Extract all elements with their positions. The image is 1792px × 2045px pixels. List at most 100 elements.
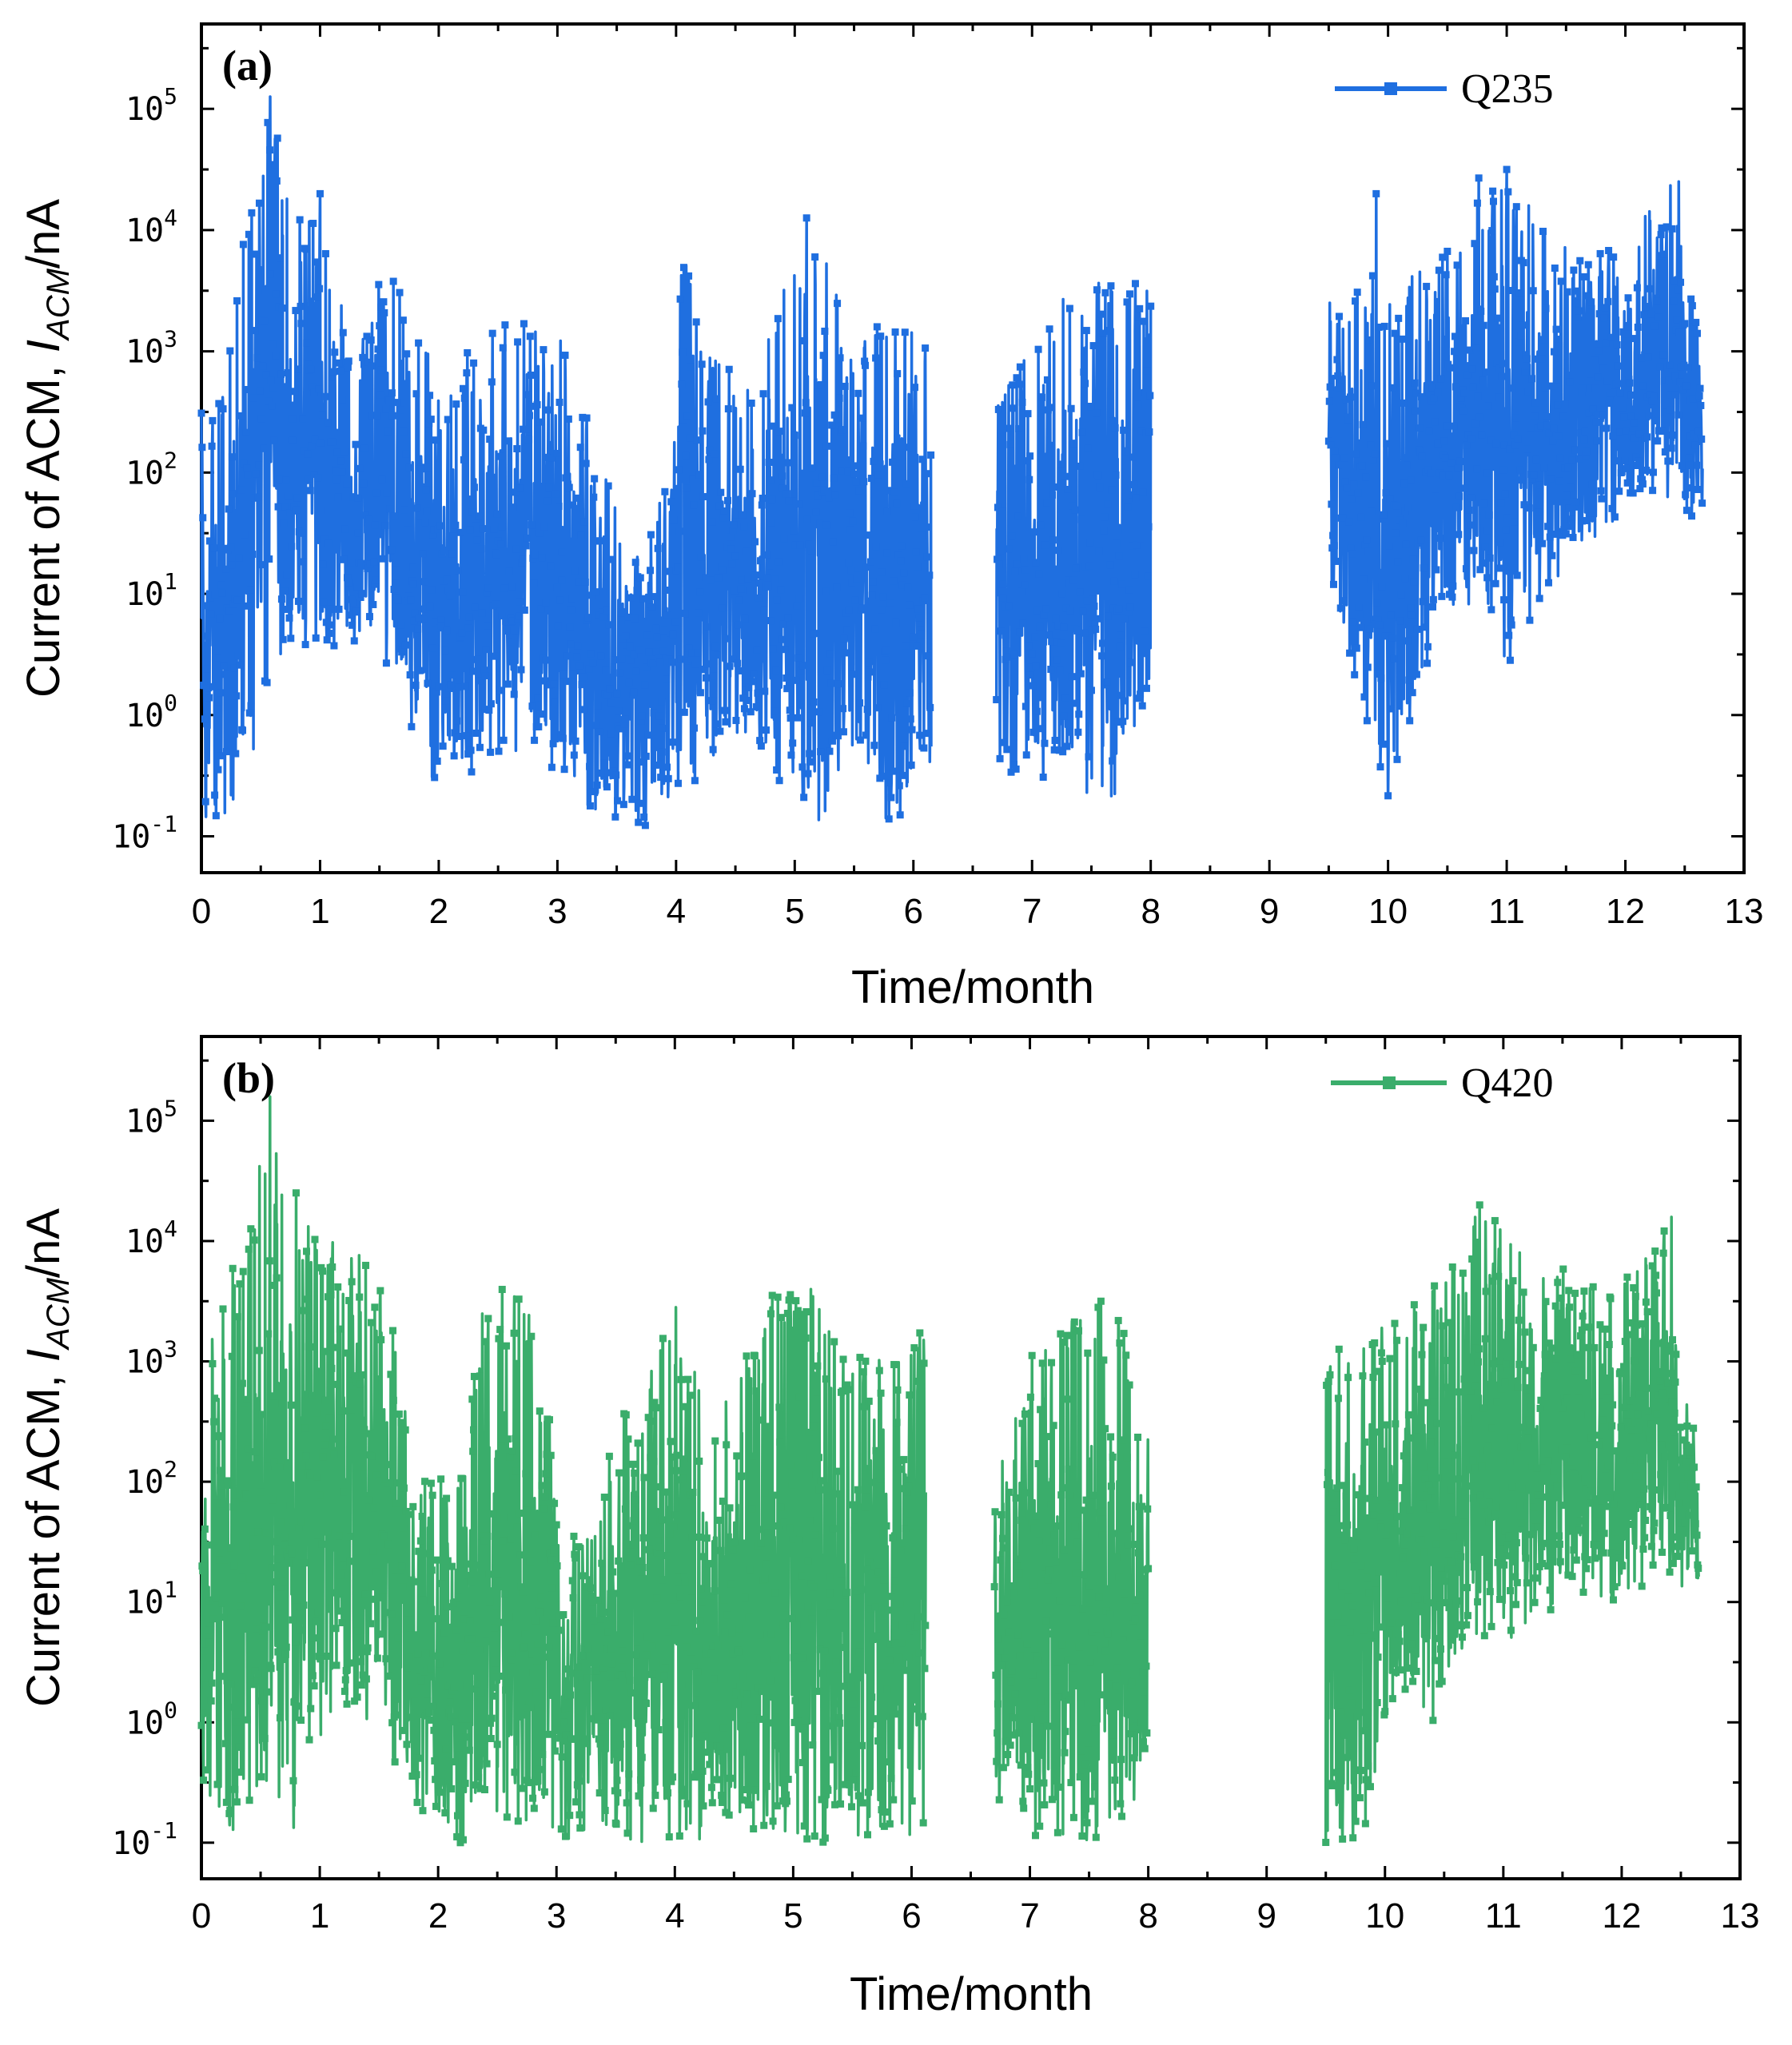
data-point (1420, 396, 1428, 404)
data-point (616, 669, 624, 677)
data-point (259, 362, 267, 370)
data-point (540, 1505, 548, 1513)
data-point (536, 710, 544, 718)
data-point (1016, 1652, 1024, 1660)
data-point (759, 1416, 767, 1424)
data-point (1555, 342, 1563, 350)
data-point (1101, 288, 1109, 296)
data-point (305, 1736, 313, 1744)
data-point (735, 596, 743, 604)
data-point (330, 1450, 338, 1458)
data-point (199, 514, 207, 522)
data-point (285, 492, 293, 500)
data-point (1521, 368, 1529, 376)
data-point (644, 731, 652, 739)
data-point (767, 1630, 775, 1638)
data-point (723, 1611, 731, 1619)
data-point (553, 1562, 561, 1570)
data-point (1019, 619, 1027, 627)
data-point (340, 1407, 348, 1415)
data-point (278, 1400, 286, 1408)
data-point (273, 177, 281, 185)
data-point (1407, 604, 1415, 612)
data-point (1416, 1490, 1424, 1498)
data-point (451, 729, 459, 737)
data-point (1020, 555, 1028, 563)
data-point (757, 742, 765, 750)
data-point (1608, 1422, 1616, 1430)
data-point (1341, 478, 1349, 486)
data-point (356, 464, 364, 472)
data-point (1480, 1632, 1488, 1640)
data-point (1075, 1643, 1083, 1651)
data-point (1441, 454, 1449, 462)
data-point (1003, 1598, 1011, 1606)
data-point (1134, 1434, 1142, 1442)
data-point (249, 394, 257, 402)
data-point (1600, 1530, 1608, 1538)
data-point (503, 627, 511, 635)
data-point (521, 1630, 529, 1638)
data-point (702, 1650, 710, 1658)
data-point (659, 647, 667, 655)
data-point (468, 1635, 476, 1643)
data-point (1535, 595, 1543, 603)
data-point (663, 675, 671, 683)
data-point (526, 332, 534, 340)
data-point (639, 758, 647, 766)
data-point (1588, 480, 1596, 488)
data-point (1522, 1554, 1530, 1562)
data-point (601, 1806, 609, 1814)
data-point (1547, 1605, 1555, 1613)
data-point (487, 700, 495, 708)
data-point (889, 458, 897, 466)
data-point (1692, 318, 1700, 326)
data-point (667, 1777, 675, 1785)
data-point (1570, 1546, 1578, 1554)
data-point (828, 737, 836, 745)
data-point (1013, 1562, 1021, 1570)
data-point (1547, 1557, 1555, 1565)
data-point (1396, 1637, 1404, 1645)
data-point (208, 442, 216, 450)
data-point (263, 678, 271, 686)
data-point (790, 527, 798, 535)
data-point (1691, 441, 1699, 449)
data-point (565, 483, 573, 491)
data-point (1483, 527, 1491, 535)
data-point (879, 1530, 887, 1538)
data-point (1676, 378, 1684, 386)
data-point (827, 1722, 835, 1730)
data-point (1587, 298, 1595, 306)
data-point (1617, 1423, 1625, 1431)
data-point (694, 1668, 702, 1676)
data-point (715, 502, 723, 510)
data-point (512, 545, 520, 553)
data-point (643, 631, 651, 639)
data-point (639, 1534, 647, 1542)
data-point (1005, 545, 1013, 553)
data-point (1651, 1247, 1659, 1255)
data-point (902, 479, 910, 487)
data-point (274, 1648, 282, 1656)
data-point (1688, 302, 1696, 310)
data-point (1654, 437, 1662, 445)
data-point (865, 1397, 873, 1405)
data-point (1511, 518, 1519, 526)
data-point (415, 1547, 423, 1555)
data-point (549, 740, 557, 748)
data-point (889, 1534, 897, 1542)
data-point (845, 606, 853, 614)
data-point (210, 544, 218, 552)
data-point (432, 1652, 440, 1660)
data-point (732, 1688, 740, 1696)
data-point (906, 1391, 914, 1399)
data-point (370, 1504, 378, 1512)
data-point (764, 583, 772, 591)
data-point (579, 673, 587, 681)
data-point (1456, 492, 1463, 500)
data-point (1631, 1292, 1639, 1300)
data-point (430, 526, 438, 534)
data-point (1410, 578, 1418, 586)
data-point (727, 1774, 735, 1782)
